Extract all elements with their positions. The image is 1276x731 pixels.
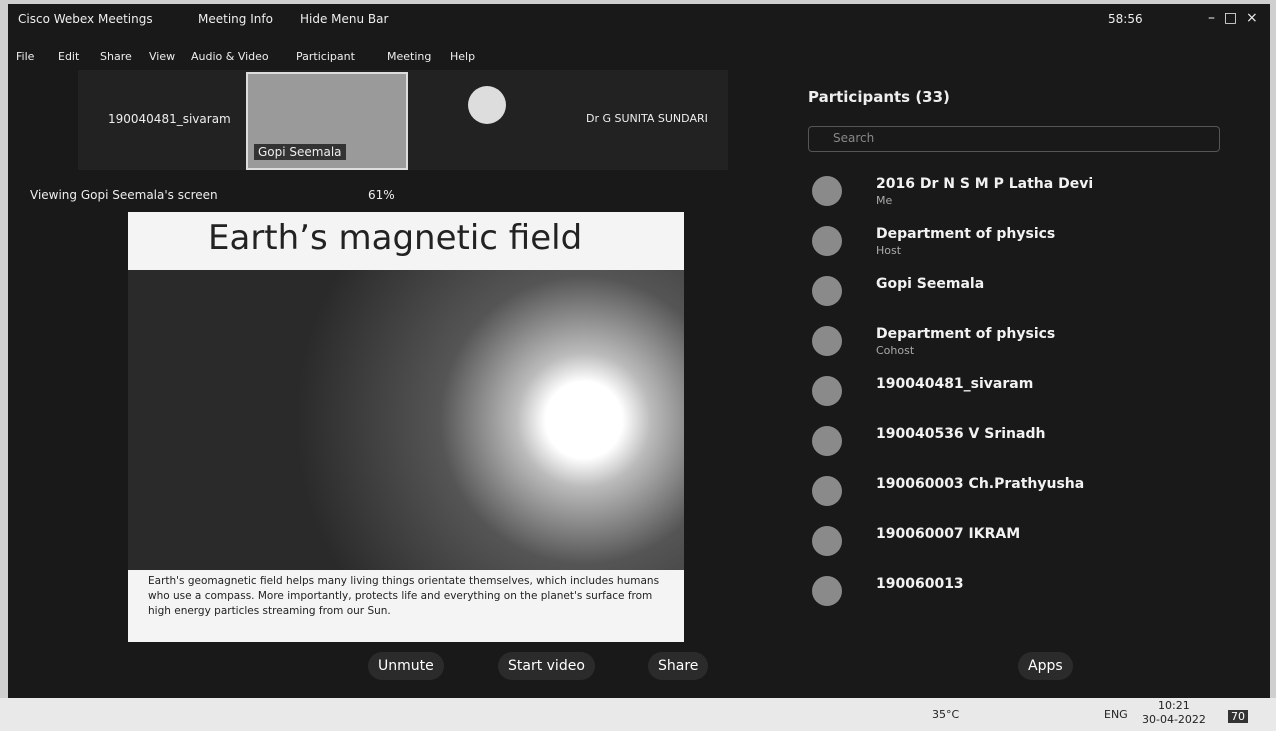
window-controls[interactable]: – □ ×: [1208, 10, 1258, 26]
avatar: [468, 86, 506, 124]
avatar: [812, 376, 842, 406]
avatar: [812, 526, 842, 556]
slide-image: [128, 270, 684, 570]
meeting-info[interactable]: Meeting Info: [198, 12, 273, 26]
participant-role: Cohost: [876, 344, 914, 357]
participant-row[interactable]: Department of physics Cohost: [798, 322, 1248, 370]
app-title: Cisco Webex Meetings: [18, 12, 153, 26]
notifications[interactable]: 70: [1228, 710, 1248, 723]
menu-item[interactable]: Share: [100, 50, 132, 63]
participant-name: 190040536 V Srinadh: [876, 426, 1045, 442]
participant-role: Me: [876, 194, 892, 207]
menu-item[interactable]: Audio & Video: [191, 50, 269, 63]
menu-item[interactable]: View: [149, 50, 175, 63]
participant-row[interactable]: 190060013: [798, 572, 1248, 620]
menu-item[interactable]: Meeting: [387, 50, 431, 63]
control-button[interactable]: Apps: [1018, 652, 1073, 680]
avatar: [812, 576, 842, 606]
video-strip: 190040481_sivaram Gopi Seemala Dr G SUNI…: [78, 70, 728, 170]
menu-item[interactable]: Edit: [58, 50, 79, 63]
slide-caption: Earth's geomagnetic field helps many liv…: [148, 574, 668, 619]
participant-row[interactable]: 190040536 V Srinadh: [798, 422, 1248, 470]
slide-title: Earth’s magnetic field: [208, 218, 582, 258]
active-video: Gopi Seemala: [246, 72, 408, 170]
participant-name: Gopi Seemala: [876, 276, 984, 292]
clock-date: 30-04-2022: [1142, 713, 1206, 726]
page: Cisco Webex Meetings Meeting Info Hide M…: [0, 0, 1276, 731]
participants-panel: Participants (33) Search 2016 Dr N S M P…: [798, 74, 1268, 634]
search-box[interactable]: Search: [808, 126, 1220, 152]
menu-item[interactable]: File: [16, 50, 34, 63]
taskbar: 35°C ENG 10:21 30-04-2022 70: [0, 698, 1276, 731]
shared-slide: Earth’s magnetic field Earth's geomagnet…: [128, 212, 684, 642]
clock-time: 10:21: [1158, 699, 1190, 712]
avatar: [812, 276, 842, 306]
control-button[interactable]: Share: [648, 652, 708, 680]
participant-name: 2016 Dr N S M P Latha Devi: [876, 176, 1093, 192]
participant-row[interactable]: 190060007 IKRAM: [798, 522, 1248, 570]
participant-name: Department of physics: [876, 226, 1055, 242]
avatar: [812, 476, 842, 506]
panel-header[interactable]: Participants (33): [808, 88, 950, 106]
video-tile-name: Gopi Seemala: [254, 144, 346, 160]
participant-row[interactable]: 190040481_sivaram: [798, 372, 1248, 420]
participant-row[interactable]: Gopi Seemala: [798, 272, 1248, 320]
control-button[interactable]: Unmute: [368, 652, 444, 680]
participant-name: 190060007 IKRAM: [876, 526, 1020, 542]
participant-role: Host: [876, 244, 901, 257]
participant-name: 190040481_sivaram: [876, 376, 1033, 392]
language: ENG: [1104, 708, 1128, 721]
avatar: [812, 426, 842, 456]
menu-item[interactable]: Participant: [296, 50, 355, 63]
avatar: [812, 326, 842, 356]
avatar: [812, 226, 842, 256]
video-tile-name: Dr G SUNITA SUNDARI: [586, 112, 708, 125]
participant-row[interactable]: Department of physics Host: [798, 222, 1248, 270]
search-placeholder: Search: [833, 131, 874, 145]
viewing-label: Viewing Gopi Seemala's screen: [30, 188, 218, 202]
timer: 58:56: [1108, 12, 1143, 26]
participant-name: Department of physics: [876, 326, 1055, 342]
meeting-controls: Unmute Start video Share Apps: [368, 652, 1248, 686]
participant-row[interactable]: 2016 Dr N S M P Latha Devi Me: [798, 172, 1248, 220]
menu-bar: File Edit Share View Audio & Video Participan…: [16, 50, 456, 68]
menu-item[interactable]: Help: [450, 50, 475, 63]
participant-row[interactable]: 190060003 Ch.Prathyusha: [798, 472, 1248, 520]
avatar: [812, 176, 842, 206]
weather: 35°C: [932, 708, 959, 721]
video-tile-name: 190040481_sivaram: [108, 112, 231, 126]
control-button[interactable]: Start video: [498, 652, 595, 680]
hide-menu[interactable]: Hide Menu Bar: [300, 12, 388, 26]
participant-list: 2016 Dr N S M P Latha Devi Me Department o…: [798, 172, 1258, 622]
screen: Cisco Webex Meetings Meeting Info Hide M…: [8, 4, 1270, 698]
participant-name: 190060003 Ch.Prathyusha: [876, 476, 1084, 492]
participant-name: 190060013: [876, 576, 964, 592]
zoom[interactable]: 61%: [368, 188, 395, 202]
